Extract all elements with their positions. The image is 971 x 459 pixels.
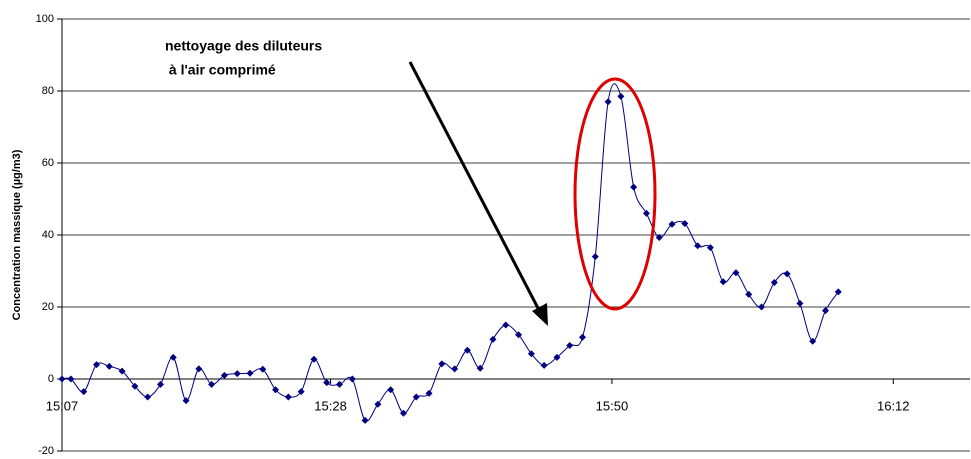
marker bbox=[834, 288, 842, 296]
marker bbox=[630, 183, 638, 191]
marker bbox=[438, 360, 446, 368]
marker bbox=[655, 234, 663, 242]
marker bbox=[387, 386, 395, 394]
marker bbox=[527, 350, 535, 358]
marker bbox=[144, 393, 152, 401]
marker bbox=[540, 361, 548, 369]
marker bbox=[553, 353, 561, 361]
x-tick-label: 15:50 bbox=[596, 398, 629, 413]
marker bbox=[297, 388, 305, 396]
arrow-head bbox=[532, 303, 548, 326]
marker bbox=[58, 375, 66, 383]
plot: -20 0 20 40 60 80 100 15:07 15:28 15:50 16:12 bbox=[36, 13, 970, 457]
y-tick-label: -20 bbox=[38, 445, 54, 457]
marker bbox=[809, 337, 817, 345]
line bbox=[61, 83, 839, 422]
marker bbox=[489, 335, 497, 343]
marker bbox=[681, 219, 689, 227]
marker bbox=[131, 382, 139, 390]
marker bbox=[220, 371, 228, 379]
marker bbox=[310, 355, 318, 363]
marker bbox=[80, 388, 88, 396]
marker bbox=[399, 409, 407, 417]
marker bbox=[361, 416, 369, 424]
marker bbox=[195, 365, 203, 373]
marker bbox=[284, 393, 292, 401]
marker bbox=[694, 242, 702, 250]
marker bbox=[706, 244, 714, 252]
marker bbox=[783, 270, 791, 278]
arrow bbox=[408, 61, 542, 313]
marker bbox=[617, 92, 625, 100]
marker bbox=[515, 331, 523, 339]
marker bbox=[323, 379, 331, 387]
marker bbox=[821, 307, 829, 315]
marker bbox=[105, 362, 113, 370]
marker bbox=[374, 400, 382, 408]
highlight-ellipse bbox=[573, 77, 657, 311]
marker bbox=[412, 393, 420, 401]
y-tick-label: 20 bbox=[42, 301, 54, 313]
y-tick-label: 100 bbox=[36, 13, 54, 25]
marker bbox=[732, 269, 740, 277]
marker bbox=[169, 353, 177, 361]
marker bbox=[642, 209, 650, 217]
y-axis-label: Concentration massique (µg/m3) bbox=[11, 149, 23, 320]
marker bbox=[336, 380, 344, 388]
marker bbox=[272, 386, 280, 394]
marker bbox=[208, 380, 216, 388]
marker bbox=[758, 303, 766, 311]
annotation: nettoyage des diluteurs bbox=[165, 38, 322, 54]
x-tick-label: 16:12 bbox=[877, 398, 910, 413]
y-tick-label: 0 bbox=[48, 373, 54, 385]
marker bbox=[770, 279, 778, 287]
y-tick-label: 60 bbox=[42, 157, 54, 169]
marker bbox=[182, 397, 190, 405]
y-tick-label: 40 bbox=[42, 229, 54, 241]
marker bbox=[233, 370, 241, 378]
marker bbox=[566, 342, 574, 350]
marker bbox=[67, 375, 75, 383]
x-tick-label: 15:28 bbox=[314, 398, 347, 413]
marker bbox=[668, 220, 676, 228]
marker bbox=[463, 346, 471, 354]
marker bbox=[579, 333, 587, 341]
marker bbox=[156, 380, 164, 388]
marker bbox=[451, 365, 459, 373]
marker bbox=[348, 375, 356, 383]
marker bbox=[259, 365, 267, 373]
marker bbox=[604, 98, 612, 106]
marker bbox=[118, 367, 126, 375]
marker bbox=[591, 253, 599, 261]
annotation: à l'air comprimé bbox=[165, 62, 276, 78]
marker bbox=[425, 389, 433, 397]
marker bbox=[246, 369, 254, 377]
marker bbox=[502, 321, 510, 329]
marker bbox=[93, 361, 101, 369]
marker bbox=[796, 299, 804, 307]
y-tick-label: 80 bbox=[42, 85, 54, 97]
marker bbox=[476, 364, 484, 372]
x-tick-label: 15:07 bbox=[46, 398, 79, 413]
marker bbox=[719, 278, 727, 286]
marker bbox=[745, 290, 753, 298]
